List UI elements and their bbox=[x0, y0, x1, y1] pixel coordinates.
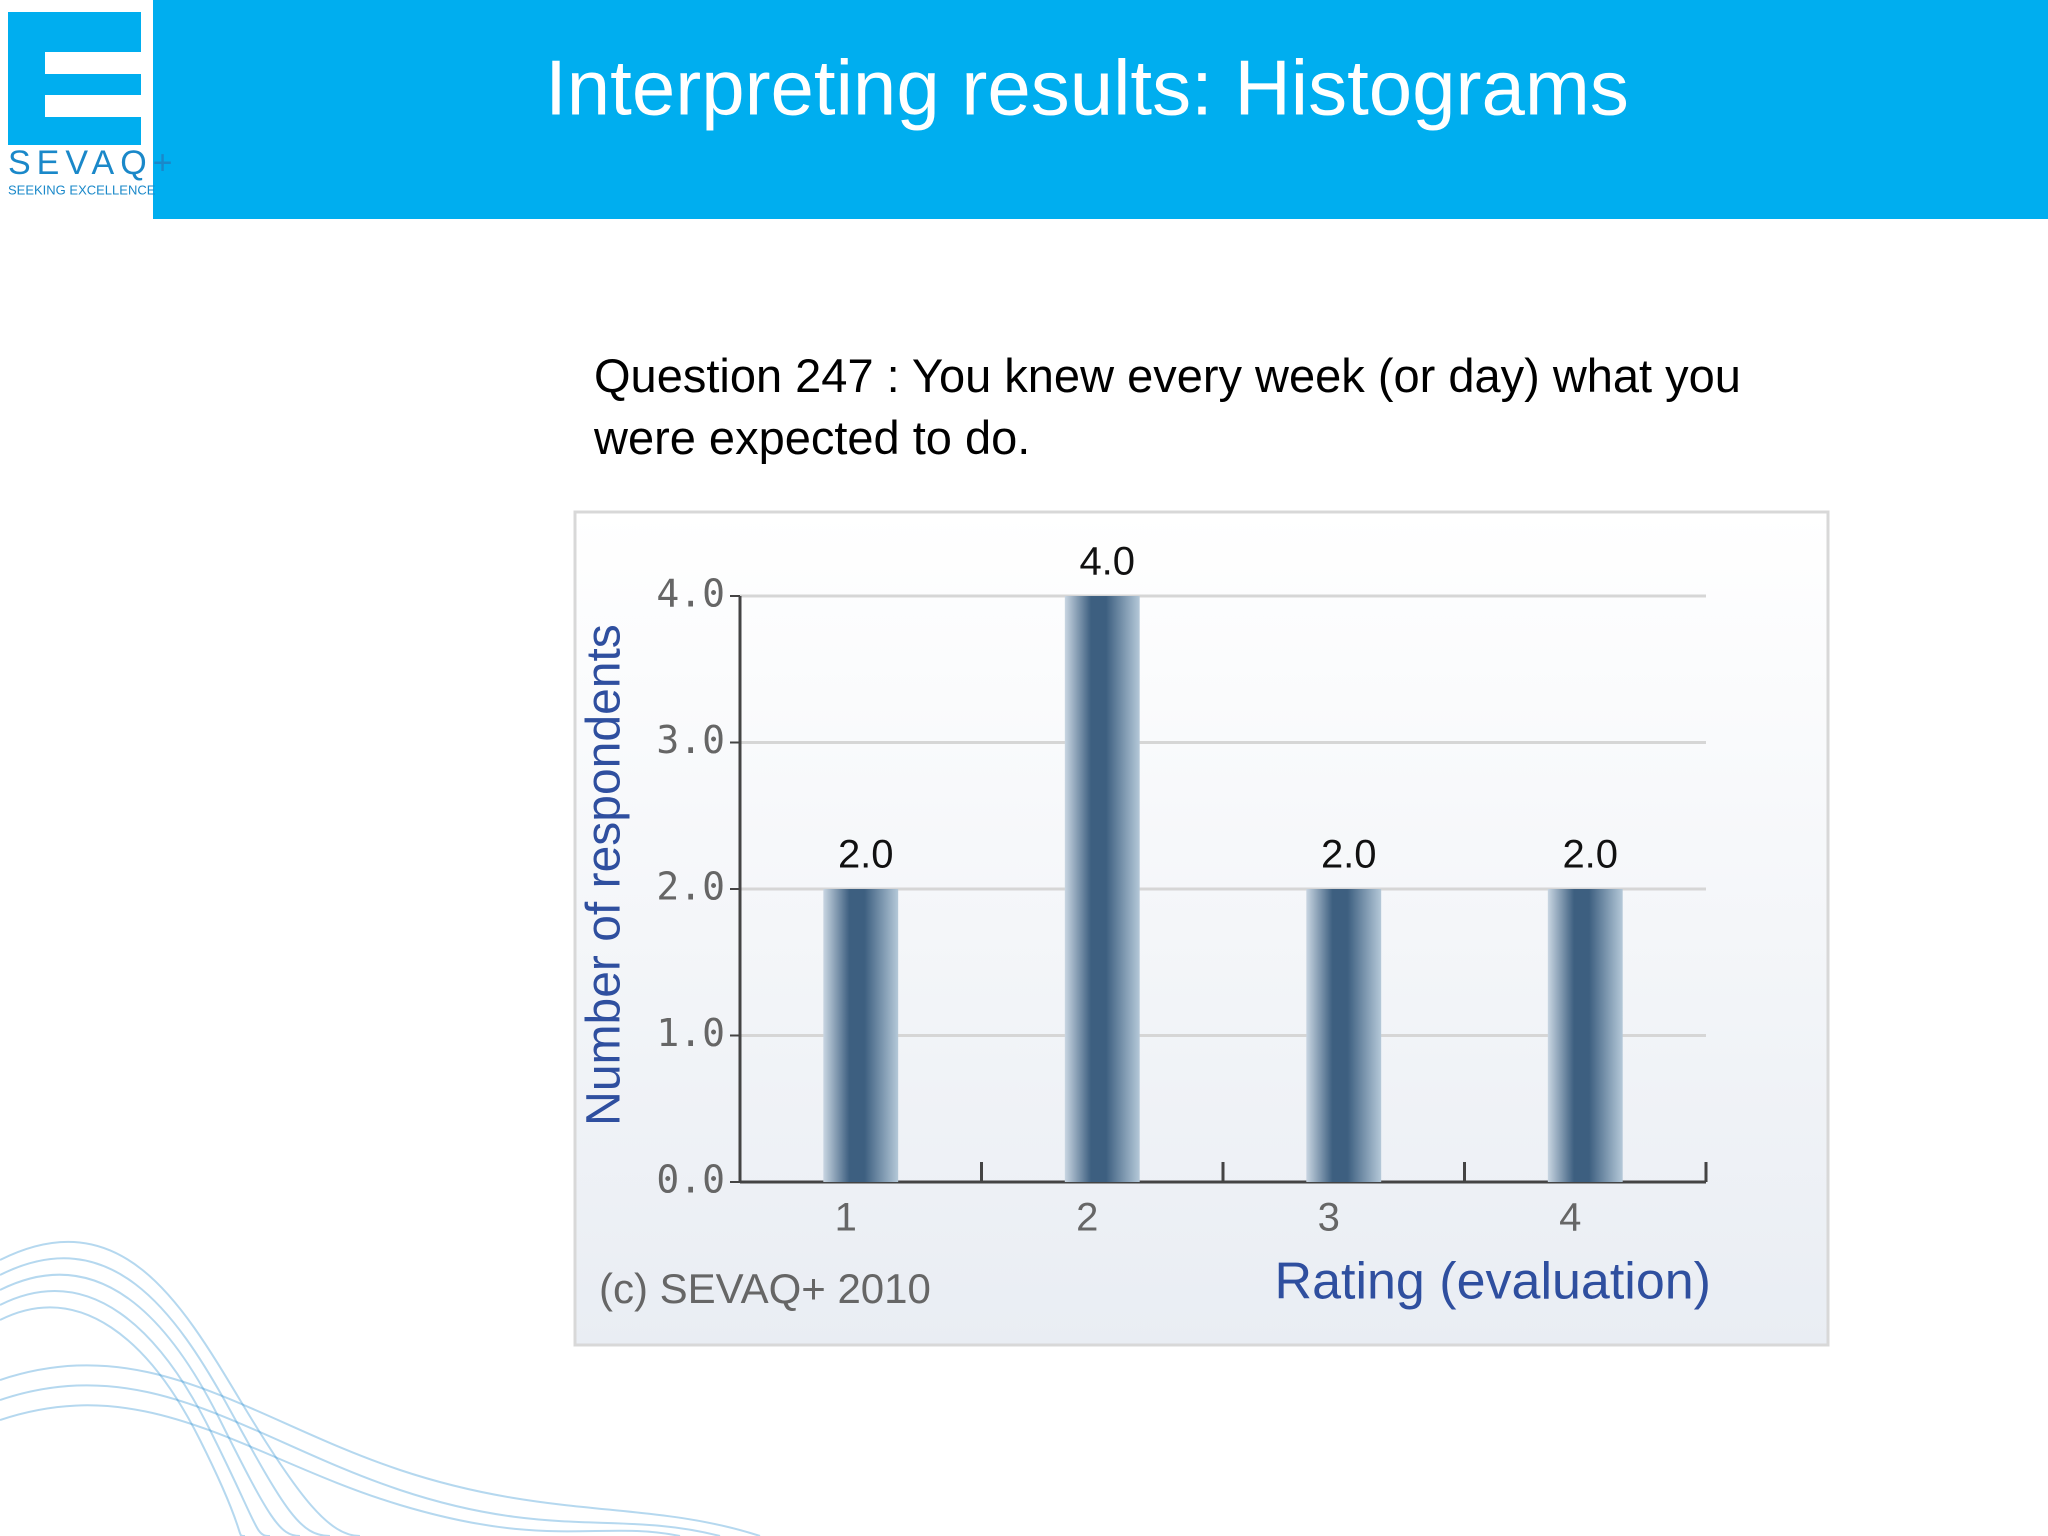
logo-name: SEVAQ+ bbox=[8, 144, 179, 182]
bar bbox=[1547, 889, 1623, 1182]
y-axis-label: Number of respondents bbox=[578, 624, 631, 1126]
y-tick-label: 2.0 bbox=[656, 865, 725, 909]
logo-tagline: SEEKING EXCELLENCE bbox=[8, 182, 156, 197]
logo-mark bbox=[8, 12, 141, 145]
chart-frame bbox=[573, 510, 1830, 1347]
y-tick-label: 1.0 bbox=[656, 1011, 725, 1055]
x-tick-label: 1 bbox=[835, 1196, 857, 1240]
x-tick-label: 3 bbox=[1318, 1196, 1340, 1240]
x-axis-label: Rating (evaluation) bbox=[1275, 1253, 1711, 1311]
value-label: 2.0 bbox=[1321, 833, 1377, 877]
logo-stripe bbox=[45, 52, 141, 74]
bar bbox=[823, 889, 899, 1182]
value-label: 2.0 bbox=[1562, 833, 1618, 877]
x-tick-label: 2 bbox=[1076, 1196, 1098, 1240]
value-label: 2.0 bbox=[838, 833, 894, 877]
y-tick-label: 0.0 bbox=[656, 1158, 725, 1202]
logo-stripe bbox=[45, 95, 141, 117]
annotation: (c) SEVAQ+ 2010 bbox=[599, 1265, 931, 1312]
bar bbox=[1064, 596, 1140, 1182]
y-tick-label: 4.0 bbox=[656, 572, 725, 616]
slide-title: Interpreting results: Histograms bbox=[545, 44, 1629, 132]
x-tick-label: 4 bbox=[1559, 1196, 1581, 1240]
y-tick-label: 3.0 bbox=[656, 718, 725, 762]
question: Question 247 : You knew every week (or d… bbox=[594, 349, 1741, 464]
waves bbox=[0, 1240, 761, 1536]
bar bbox=[1306, 889, 1382, 1182]
header-band bbox=[153, 0, 2048, 219]
value-label: 4.0 bbox=[1079, 540, 1135, 584]
